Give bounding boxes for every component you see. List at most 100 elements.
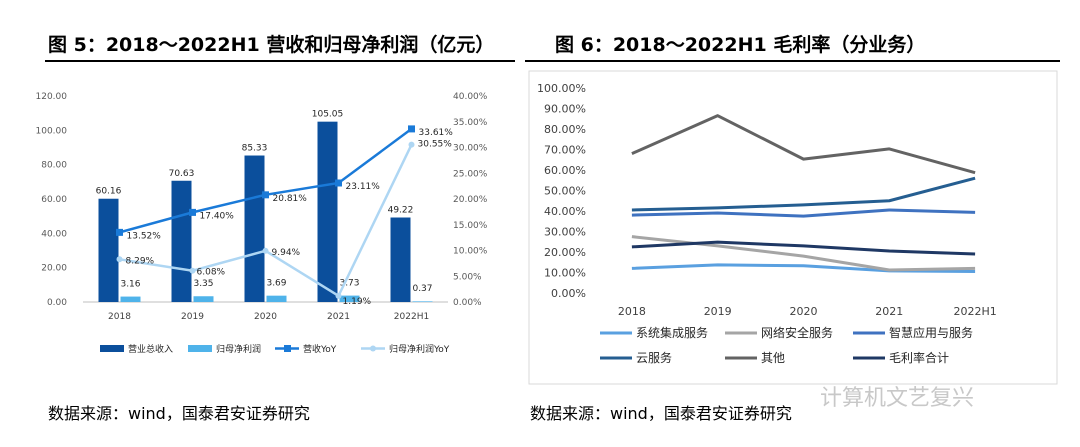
x-tick-label: 2018 bbox=[108, 312, 131, 322]
legend-label: 智慧应用与服务 bbox=[889, 325, 973, 340]
legend-label: 营收YoY bbox=[303, 343, 337, 355]
net-profit-yoy-label: 1.19% bbox=[343, 297, 372, 307]
bar-revenue bbox=[171, 180, 192, 302]
point-revenue-yoy bbox=[262, 191, 269, 199]
fig6-title-rule bbox=[525, 60, 1060, 62]
legend-label: 云服务 bbox=[636, 350, 672, 365]
revenue-yoy-label: 20.81% bbox=[273, 194, 308, 204]
bar-revenue-label: 49.22 bbox=[388, 206, 414, 216]
y-tick-label: 90.00% bbox=[544, 103, 586, 116]
x-tick-label: 2021 bbox=[327, 312, 350, 322]
x-tick-label: 2018 bbox=[618, 305, 646, 318]
y-tick-label: 0.00% bbox=[551, 287, 586, 300]
x-tick-label: 2022H1 bbox=[394, 312, 429, 322]
revenue-yoy-label: 23.11% bbox=[346, 182, 381, 192]
series-line bbox=[631, 208, 976, 218]
series-line bbox=[631, 240, 976, 256]
bar-revenue bbox=[390, 217, 411, 302]
net-profit-yoy-label: 9.94% bbox=[272, 248, 301, 258]
series-line bbox=[631, 114, 976, 175]
legend-swatch bbox=[188, 345, 212, 352]
y-right-tick-label: 15.00% bbox=[453, 221, 488, 231]
y-tick-label: 40.00% bbox=[544, 205, 586, 218]
point-revenue-yoy bbox=[189, 208, 196, 216]
bar-revenue-label: 85.33 bbox=[242, 144, 268, 154]
legend-label: 归母净利润YoY bbox=[389, 343, 450, 355]
y-left-tick-label: 0.00 bbox=[47, 298, 67, 308]
y-tick-label: 100.00% bbox=[537, 82, 586, 95]
revenue-yoy-label: 13.52% bbox=[127, 231, 162, 241]
bar-net-profit-label: 3.35 bbox=[193, 279, 213, 289]
legend-marker bbox=[370, 345, 376, 352]
y-tick-label: 30.00% bbox=[544, 226, 586, 239]
revenue-yoy-label: 33.61% bbox=[419, 128, 454, 138]
y-left-tick-label: 60.00 bbox=[41, 195, 67, 205]
legend-label: 营业总收入 bbox=[128, 343, 173, 355]
y-tick-label: 80.00% bbox=[544, 123, 586, 136]
point-net-profit-yoy bbox=[408, 141, 415, 148]
bar-revenue bbox=[98, 198, 119, 302]
point-revenue-yoy bbox=[116, 228, 123, 236]
legend-marker bbox=[284, 345, 291, 352]
revenue-yoy-label: 17.40% bbox=[200, 211, 235, 221]
fig5-title: 图 5：2018～2022H1 营收和归母净利润（亿元） bbox=[48, 34, 495, 56]
fig5-title-rule bbox=[45, 60, 515, 62]
point-net-profit-yoy bbox=[189, 267, 196, 274]
y-tick-label: 60.00% bbox=[544, 164, 586, 177]
bar-net-profit bbox=[120, 296, 141, 302]
y-right-tick-label: 35.00% bbox=[453, 118, 488, 128]
y-tick-label: 20.00% bbox=[544, 246, 586, 259]
y-right-tick-label: 30.00% bbox=[453, 144, 488, 154]
legend-label: 归母净利润 bbox=[216, 343, 261, 355]
legend-label: 网络安全服务 bbox=[761, 325, 833, 340]
legend-label: 毛利率合计 bbox=[889, 350, 949, 365]
y-right-tick-label: 10.00% bbox=[453, 247, 488, 257]
bar-net-profit bbox=[412, 301, 433, 302]
x-tick-label: 2021 bbox=[875, 305, 903, 318]
y-left-tick-label: 20.00 bbox=[41, 264, 67, 274]
x-tick-label: 2020 bbox=[790, 305, 818, 318]
series-line bbox=[631, 263, 976, 273]
bar-net-profit bbox=[266, 295, 287, 302]
y-tick-label: 70.00% bbox=[544, 144, 586, 157]
bar-revenue bbox=[317, 121, 338, 302]
bar-net-profit-label: 3.73 bbox=[339, 279, 359, 289]
bar-revenue-label: 60.16 bbox=[96, 187, 122, 197]
y-left-tick-label: 40.00 bbox=[41, 229, 67, 239]
fig5-chart: 0.00 20.00 40.00 60.00 80.00 100.00 120.00 0.00… bbox=[36, 92, 488, 355]
bar-revenue bbox=[244, 155, 265, 302]
point-revenue-yoy bbox=[408, 125, 415, 133]
net-profit-yoy-label: 8.29% bbox=[126, 256, 155, 266]
y-right-tick-label: 0.00% bbox=[453, 298, 482, 308]
bar-net-profit-label: 3.69 bbox=[266, 279, 286, 289]
bar-net-profit-label: 3.16 bbox=[120, 280, 140, 290]
y-left-tick-label: 80.00 bbox=[41, 161, 67, 171]
legend-label: 其他 bbox=[761, 351, 785, 365]
x-tick-label: 2019 bbox=[704, 305, 732, 318]
point-revenue-yoy bbox=[335, 179, 342, 187]
y-tick-label: 10.00% bbox=[544, 267, 586, 280]
fig6-source: 数据来源：wind，国泰君安证券研究 bbox=[530, 404, 792, 423]
net-profit-yoy-label: 6.08% bbox=[197, 268, 226, 278]
fig6-chart: 0.00% 10.00% 20.00% 30.00% 40.00% 50.00% 60.00… bbox=[528, 70, 1058, 385]
y-left-tick-label: 100.00 bbox=[36, 126, 68, 136]
point-net-profit-yoy bbox=[335, 292, 342, 299]
y-right-tick-label: 25.00% bbox=[453, 169, 488, 179]
y-left-tick-label: 120.00 bbox=[36, 92, 68, 102]
y-right-tick-label: 20.00% bbox=[453, 195, 488, 205]
y-right-tick-label: 5.00% bbox=[453, 272, 482, 282]
fig5-source: 数据来源：wind，国泰君安证券研究 bbox=[48, 404, 310, 423]
point-net-profit-yoy bbox=[262, 247, 269, 254]
bar-revenue-label: 105.05 bbox=[312, 110, 344, 120]
watermark-logo: 计算机文艺复兴 bbox=[820, 386, 975, 411]
legend-swatch bbox=[100, 345, 124, 352]
x-tick-label: 2022H1 bbox=[953, 305, 996, 318]
bar-net-profit bbox=[193, 296, 214, 302]
fig6-title: 图 6：2018～2022H1 毛利率（分业务） bbox=[555, 34, 926, 56]
bar-net-profit-label: 0.37 bbox=[412, 284, 432, 294]
y-tick-label: 50.00% bbox=[544, 185, 586, 198]
bar-net-profit bbox=[339, 295, 360, 302]
series-line bbox=[631, 176, 976, 212]
y-right-tick-label: 40.00% bbox=[453, 92, 488, 102]
legend-label: 系统集成服务 bbox=[636, 325, 708, 340]
